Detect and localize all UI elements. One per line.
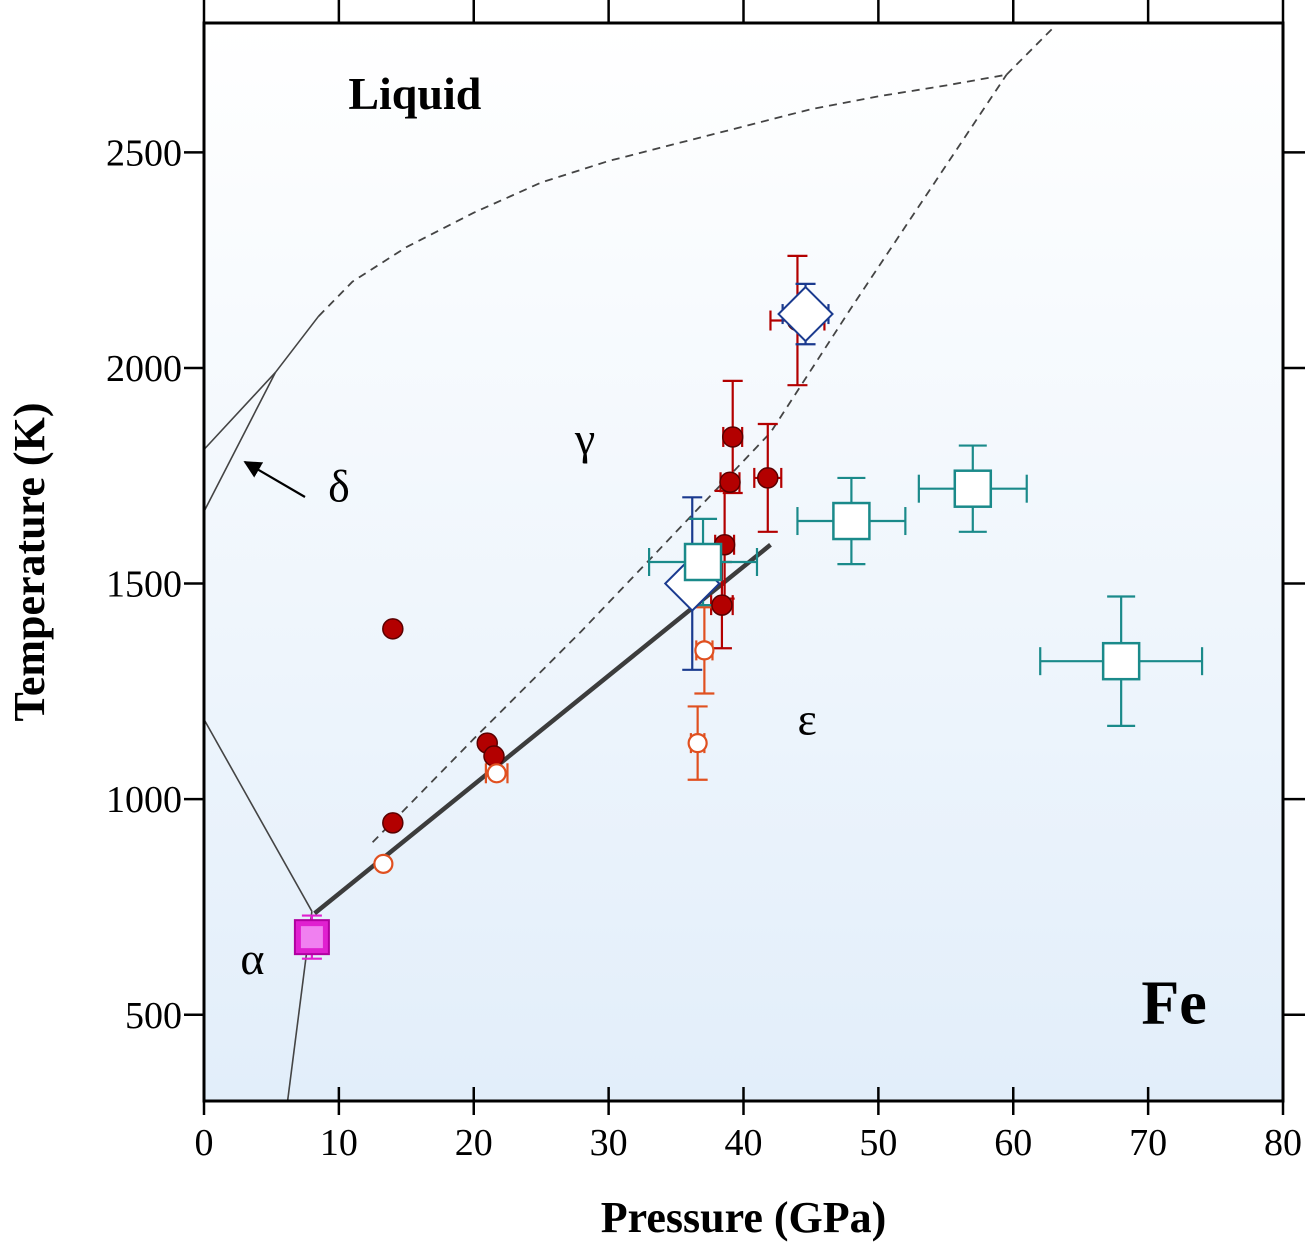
region-labels: Liquid γ δ ε α Fe bbox=[240, 68, 1206, 1037]
x-axis-title: Pressure (GPa) bbox=[601, 1193, 887, 1242]
data-point-filled-circle bbox=[382, 812, 404, 834]
boundary-gamma-epsilon-dashed bbox=[371, 74, 1008, 843]
data-point-open-square bbox=[953, 469, 993, 508]
boundary-delta-liquid bbox=[203, 371, 277, 451]
x-tick-label: 40 bbox=[725, 1122, 763, 1164]
data-point-filled-circle bbox=[711, 594, 733, 616]
x-tick-label: 50 bbox=[859, 1122, 897, 1164]
data-point-filled-circle bbox=[382, 618, 404, 640]
data-point-open-circle bbox=[687, 733, 708, 754]
boundary-gamma-liquid bbox=[317, 73, 1007, 317]
x-tick-label: 10 bbox=[320, 1122, 358, 1164]
data-point-open-square bbox=[1101, 641, 1141, 681]
data-point-filled-circle bbox=[721, 426, 744, 448]
data-point-filled-circle bbox=[719, 471, 741, 493]
boundary-alpha-gamma bbox=[203, 719, 313, 912]
boundary-epsilon-liquid bbox=[1005, 26, 1055, 76]
region-label: α bbox=[240, 933, 264, 984]
axes: 0 10 20 30 40 50 60 70 80 500 1000 1500 2000 2500 bbox=[106, 0, 1305, 1164]
x-tick-label: 70 bbox=[1129, 1122, 1167, 1164]
region-label: ε bbox=[797, 693, 816, 744]
x-tick-label: 30 bbox=[590, 1122, 628, 1164]
data-point-open-circle bbox=[694, 640, 715, 661]
y-tick-label: 2500 bbox=[106, 132, 182, 174]
y-tick-label: 500 bbox=[125, 995, 182, 1037]
data-markers bbox=[293, 285, 1141, 956]
x-tick-label: 60 bbox=[994, 1122, 1032, 1164]
data-point-highlight bbox=[300, 926, 323, 949]
y-axis-title: Temperature (K) bbox=[5, 403, 54, 722]
delta-arrow bbox=[243, 461, 306, 498]
boundary-gamma-liquid-solid bbox=[274, 315, 320, 373]
region-label: Liquid bbox=[348, 68, 481, 119]
y-tick-label: 1000 bbox=[106, 779, 182, 821]
x-tick-label: 80 bbox=[1264, 1122, 1302, 1164]
x-tick-label: 0 bbox=[195, 1122, 214, 1164]
region-label: Fe bbox=[1141, 969, 1206, 1037]
y-tick-label: 2000 bbox=[106, 348, 182, 390]
data-point-filled-circle bbox=[483, 745, 505, 767]
data-point-filled-circle bbox=[757, 467, 779, 489]
region-label: γ bbox=[574, 413, 595, 464]
x-tick-label: 20 bbox=[455, 1122, 493, 1164]
data-point-open-circle bbox=[486, 763, 507, 784]
data-point-open-circle bbox=[373, 853, 394, 874]
data-point-open-diamond bbox=[777, 285, 834, 343]
y-tick-label: 1500 bbox=[106, 564, 182, 606]
data-point-open-square bbox=[832, 501, 871, 541]
data-point-open-square bbox=[683, 542, 723, 582]
boundary-gamma-delta-low bbox=[203, 371, 277, 512]
region-label: δ bbox=[328, 461, 350, 512]
